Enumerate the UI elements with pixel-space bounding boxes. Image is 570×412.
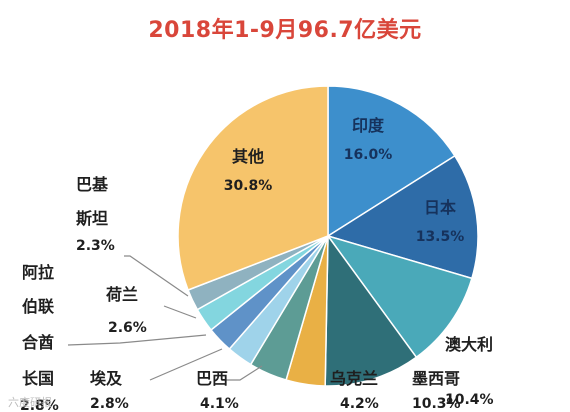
slice-label-name-7-3: 长国 — [22, 369, 54, 388]
slice-label-name-3-0: 墨西哥 — [412, 369, 460, 388]
pie-leader-lines — [67, 255, 263, 381]
leader-line-5 — [225, 365, 263, 381]
pie-slice-0 — [327, 85, 456, 238]
slice-label-value-4: 4.2% — [340, 396, 379, 412]
slice-label-value-2: 10.4% — [445, 392, 494, 408]
slice-label-name-8-0: 荷兰 — [106, 285, 138, 304]
slice-label-value-5: 4.1% — [200, 396, 239, 412]
slice-label-value-3: 10.3% — [412, 396, 461, 412]
slice-label-name-5-0: 巴西 — [196, 369, 228, 388]
pie-slice-2 — [326, 234, 473, 359]
pie-slice-3 — [324, 233, 418, 387]
pie-slices — [177, 85, 479, 387]
chart-title: 2018年1-9月96.7亿美元 — [148, 18, 422, 43]
slice-label-value-8: 2.6% — [108, 320, 147, 336]
pie-slice-10 — [177, 85, 329, 291]
slice-label-value-0: 16.0% — [344, 147, 393, 163]
slice-label-value-10: 30.8% — [224, 178, 273, 194]
watermark: 六度研报 — [8, 396, 52, 409]
slice-label-name-7-0: 阿拉 — [22, 263, 54, 282]
slice-label-value-7: 2.8% — [20, 398, 59, 412]
slice-label-value-1: 13.5% — [416, 229, 465, 245]
slice-label-name-10: 其他 — [232, 147, 264, 166]
slice-label-name-7-2: 合酋 — [22, 333, 54, 352]
slice-label-name-0: 印度 — [352, 116, 385, 135]
leader-line-8 — [163, 305, 197, 319]
leader-line-7 — [67, 334, 207, 346]
slice-label-value-9: 2.3% — [76, 238, 115, 254]
slice-label-name-4-0: 乌克兰 — [330, 369, 378, 388]
pie-labels: 印度 16.0% 日本 13.5% 澳大利 10.4% 墨西哥 10.3% 乌克兰 4.2% 巴西 4… — [20, 116, 494, 412]
slice-label-name-7-1: 伯联 — [22, 297, 54, 316]
slice-label-name-9-1: 斯坦 — [76, 209, 108, 228]
leader-line-6 — [149, 348, 223, 381]
pie-slice-1 — [326, 154, 479, 280]
slice-label-name-6-0: 埃及 — [90, 369, 123, 388]
slice-label-name-2-0: 澳大利 — [445, 335, 493, 354]
slice-label-name-1: 日本 — [424, 198, 456, 217]
slice-label-name-9-0: 巴基 — [76, 175, 109, 194]
leader-line-9 — [124, 255, 189, 297]
slice-label-value-6: 2.8% — [90, 396, 129, 412]
